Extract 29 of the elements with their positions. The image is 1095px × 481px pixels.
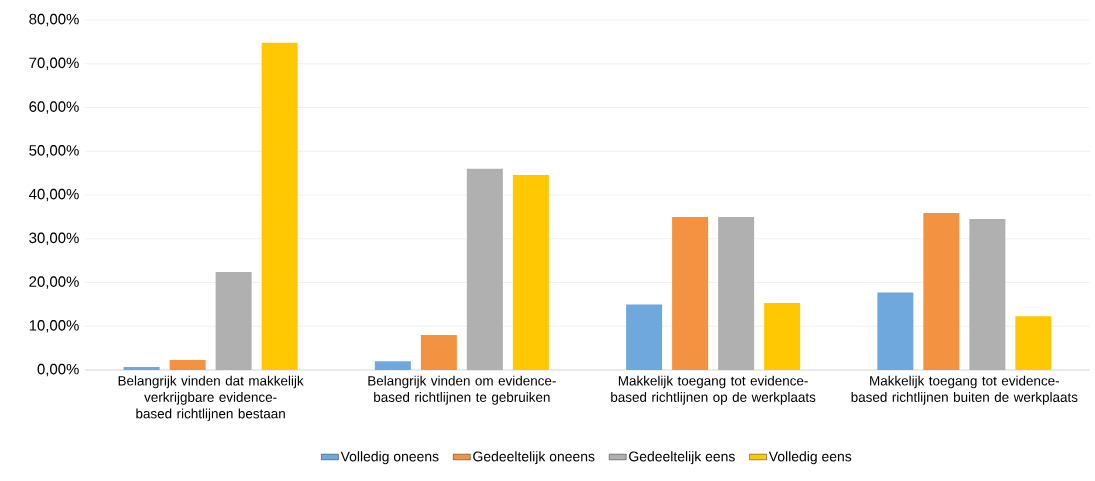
y-tick-label: 70,00% <box>29 57 79 70</box>
legend-label: Gedeeltelijk oneens <box>473 451 595 465</box>
legend-label: Gedeeltelijk eens <box>629 451 735 465</box>
x-tick-label: Belangrijk vinden dat makkelijk verkrijgbare evidence-based richtlijnen bestaan <box>118 375 304 422</box>
bar <box>123 366 160 370</box>
x-tick-label: Makkelijk toegang tot evidence-based richtlijnen buiten de werkplaats <box>851 375 1078 405</box>
bar <box>626 304 663 370</box>
x-tick-label: Makkelijk toegang tot evidence-based richtlijnen op de werkplaats <box>611 375 816 405</box>
y-tick-label: 30,00% <box>29 232 79 245</box>
bar <box>923 212 960 370</box>
y-tick-label: 50,00% <box>29 145 79 158</box>
bar <box>1015 316 1052 370</box>
y-tick-label: 60,00% <box>29 101 79 114</box>
legend-label: Volledig eens <box>768 451 852 465</box>
bar <box>877 292 914 370</box>
bar <box>261 42 298 370</box>
bar <box>169 359 206 370</box>
legend-label: Volledig oneens <box>340 451 439 465</box>
y-tick-label: 10,00% <box>29 320 79 333</box>
bar <box>374 361 411 370</box>
bar <box>512 174 549 370</box>
y-tick-label: 20,00% <box>29 276 79 289</box>
y-tick-label: 40,00% <box>29 188 79 202</box>
bar <box>672 216 709 370</box>
bar <box>420 335 457 370</box>
bar <box>764 303 801 370</box>
y-tick-label: 80,00% <box>29 13 79 27</box>
y-tick-label: 0,00% <box>37 363 79 377</box>
x-tick-label: Belangrijk vinden om evidence-based richtlijnen te gebruiken <box>368 375 556 405</box>
